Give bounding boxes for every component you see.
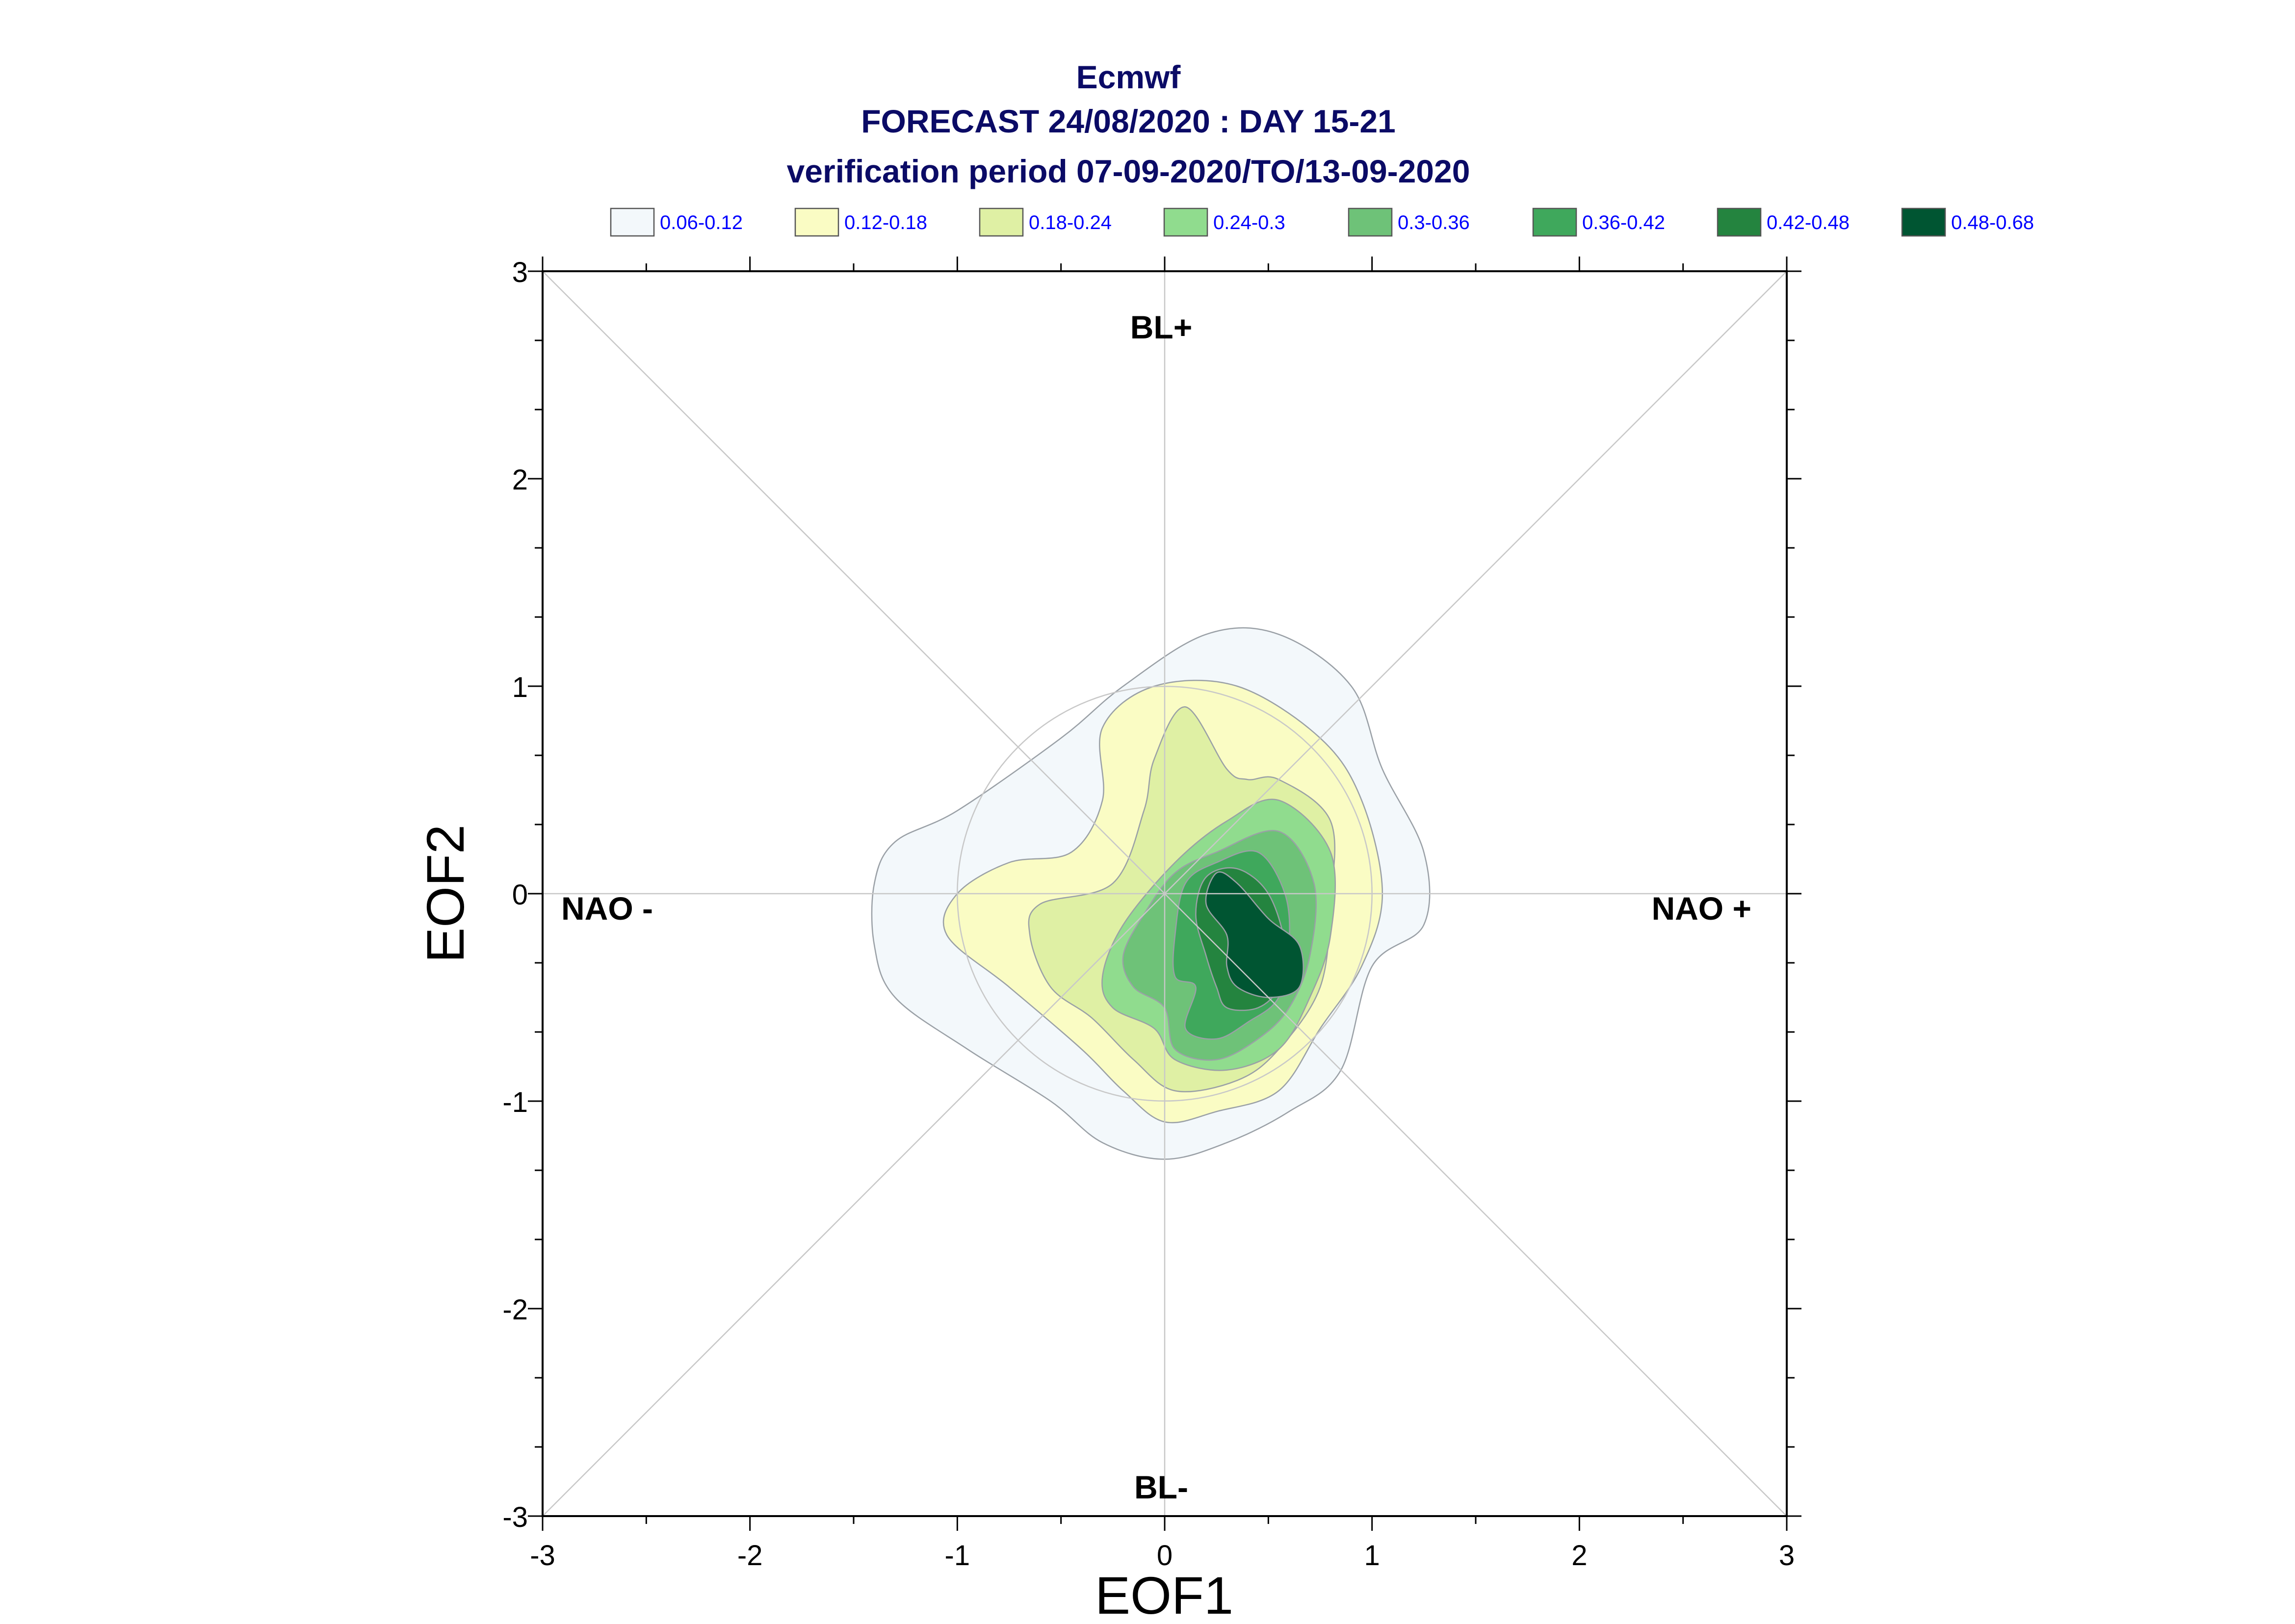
y-tick-label: -2 — [502, 1294, 528, 1326]
legend-label: 0.3-0.36 — [1398, 212, 1470, 233]
legend-label: 0.48-0.68 — [1951, 212, 2034, 233]
regime-label-nao-plus: NAO + — [1651, 890, 1751, 927]
x-tick-label: -1 — [945, 1540, 970, 1572]
legend-swatch — [1901, 207, 1946, 237]
x-axis-title: EOF1 — [1095, 1566, 1233, 1624]
legend-swatch — [1163, 207, 1208, 237]
regime-label-nao-minus: NAO - — [561, 890, 653, 927]
legend-label: 0.42-0.48 — [1767, 212, 1850, 233]
axes: -3 -2 -1 0 1 2 3 -3 -2 -1 0 1 2 3 — [502, 257, 1801, 1572]
legend-swatch — [1717, 207, 1762, 237]
y-tick-label: -3 — [502, 1501, 528, 1533]
title-line-1: Ecmwf — [1076, 59, 1181, 95]
legend-label: 0.18-0.24 — [1029, 212, 1112, 233]
unit-circle-guide — [957, 686, 1373, 1102]
x-tick-label: -3 — [530, 1540, 555, 1572]
legend-label: 0.06-0.12 — [660, 212, 743, 233]
legend-swatch — [1348, 207, 1393, 237]
diagonal-guide-2 — [542, 271, 1787, 1517]
y-axis-title: EOF2 — [416, 825, 475, 963]
y-tick-label: 0 — [512, 879, 528, 911]
legend-label: 0.12-0.18 — [844, 212, 927, 233]
title-line-2: FORECAST 24/08/2020 : DAY 15-21 — [861, 103, 1396, 139]
guide-lines — [542, 271, 1787, 1517]
y-tick-label: -1 — [502, 1086, 528, 1118]
x-tick-label: -2 — [737, 1540, 763, 1572]
chart-title: Ecmwf FORECAST 24/08/2020 : DAY 15-21 ve… — [787, 59, 1470, 189]
legend-label: 0.36-0.42 — [1582, 212, 1665, 233]
legend-swatch — [794, 207, 839, 237]
x-tick-label: 2 — [1571, 1540, 1587, 1572]
legend-label: 0.24-0.3 — [1213, 212, 1285, 233]
title-line-3: verification period 07-09-2020/TO/13-09-… — [787, 153, 1470, 189]
regime-label-bl-plus: BL+ — [1130, 309, 1193, 345]
regime-label-bl-minus: BL- — [1134, 1469, 1188, 1505]
y-tick-label: 3 — [512, 257, 528, 288]
y-tick-label: 1 — [512, 671, 528, 703]
x-tick-label: 3 — [1779, 1540, 1795, 1572]
legend: 0.06-0.12 0.12-0.18 0.18-0.24 0.24-0.3 0.3-0… — [610, 207, 2034, 237]
y-tick-label: 2 — [512, 464, 528, 496]
legend-swatch — [979, 207, 1024, 237]
legend-swatch — [610, 207, 655, 237]
legend-swatch — [1532, 207, 1577, 237]
x-tick-label: 1 — [1364, 1540, 1380, 1572]
x-tick-label: 0 — [1157, 1540, 1173, 1572]
